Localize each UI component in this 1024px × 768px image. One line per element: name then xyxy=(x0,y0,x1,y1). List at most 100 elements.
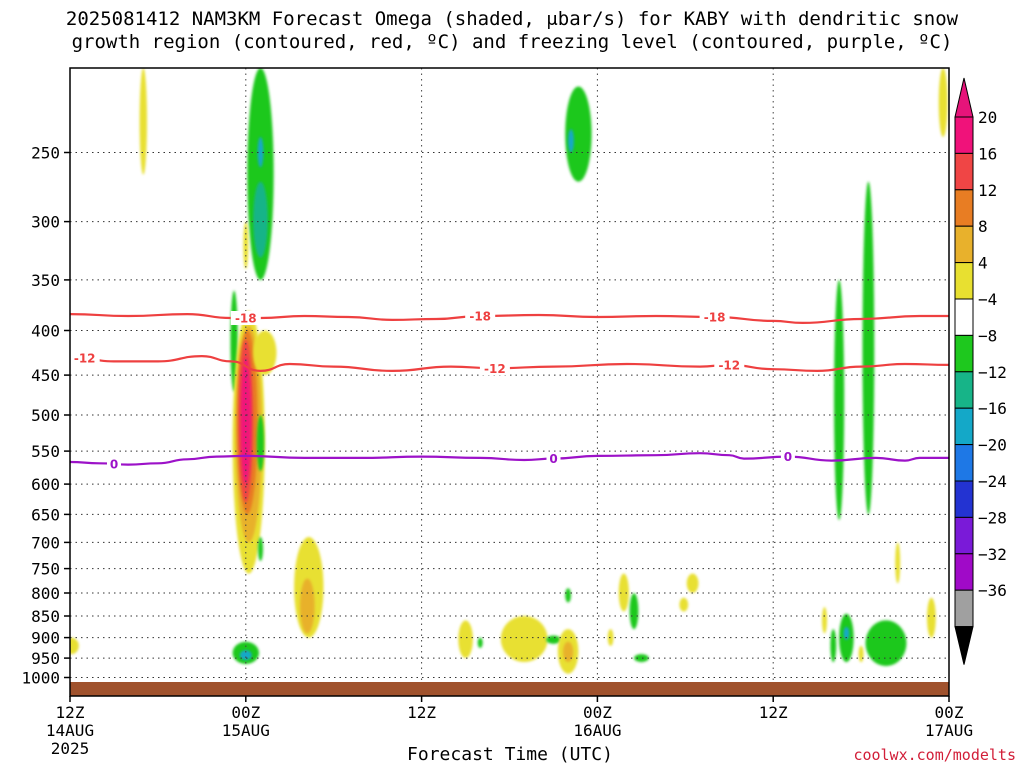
x-axis-label: Forecast Time (UTC) xyxy=(407,744,613,765)
omega-cell-32 xyxy=(634,654,649,663)
omega-cell-36 xyxy=(862,181,875,515)
isotherm-label--18: -18 xyxy=(235,312,257,326)
omega-cell-6 xyxy=(938,68,948,137)
isotherm-label-bg xyxy=(479,361,510,376)
isotherm-label-bg xyxy=(107,457,121,471)
omega-colorbar: 20 16 12 8 4 −4 −8 −12 −16 −20 −24 −28 −32 −36 xyxy=(954,77,1007,665)
omega-cell-18 xyxy=(239,650,252,661)
isotherm-label--12: -12 xyxy=(74,351,96,365)
omega-cell-3 xyxy=(257,137,264,168)
colorbar-label: 16 xyxy=(978,144,997,163)
y-tick-label-900: 900 xyxy=(31,629,60,648)
colorbar-swatch-12 xyxy=(954,553,974,591)
omega-cell-4 xyxy=(565,86,592,182)
colorbar-swatch-2 xyxy=(954,189,974,227)
isotherm-label-bg xyxy=(780,449,795,464)
isotherm-contours: -18 -18 -18 -12 -12 -12 0 0 0 xyxy=(70,309,949,472)
colorbar-swatch-0 xyxy=(954,116,974,154)
omega-cell-44 xyxy=(927,597,936,638)
omega-cell-34 xyxy=(686,573,699,593)
isotherm-label-bg xyxy=(230,311,261,325)
y-tick-label-950: 950 xyxy=(31,649,60,668)
x-tick-date-12: 15AUG xyxy=(222,721,270,740)
isotherm-label--18: -18 xyxy=(704,311,726,325)
isotherm-label-bg xyxy=(714,357,745,372)
omega-cell-14 xyxy=(256,415,265,472)
y-tick-label-800: 800 xyxy=(31,584,60,603)
chart-title-line1: 2025081412 NAM3KM Forecast Omega (shaded… xyxy=(65,8,959,30)
omega-cell-30 xyxy=(618,573,629,612)
omega-cell-20 xyxy=(300,578,315,634)
y-tick-label-350: 350 xyxy=(31,271,60,290)
colorbar-label: −24 xyxy=(978,472,1007,491)
isotherm-label--12: -12 xyxy=(718,358,740,372)
x-tick-year-0: 2025 xyxy=(51,739,90,758)
omega-cell-37 xyxy=(822,607,827,634)
isotherm-label-bg xyxy=(465,309,496,323)
omega-cell-22 xyxy=(458,620,473,658)
x-tick-date-36: 16AUG xyxy=(573,721,621,740)
colorbar-swatch-9 xyxy=(954,444,974,482)
terrain-fill xyxy=(70,682,949,696)
colorbar-swatch-6 xyxy=(954,334,974,373)
y-tick-label-650: 650 xyxy=(31,505,60,524)
omega-cell-25 xyxy=(546,635,561,644)
omega-cell-28 xyxy=(565,588,571,603)
omega-cell-33 xyxy=(679,597,689,612)
x-tick-label-36: 00Z xyxy=(583,703,612,722)
isotherm-0 xyxy=(70,452,949,466)
isotherm-label-0: 0 xyxy=(549,452,557,466)
x-tick-date-0: 14AUG xyxy=(46,721,94,740)
colorbar-label: −12 xyxy=(978,363,1007,382)
omega-cell-42 xyxy=(865,620,907,666)
colorbar-swatch-7 xyxy=(954,371,974,409)
y-tick-label-600: 600 xyxy=(31,475,60,494)
y-tick-label-1000: 1000 xyxy=(21,669,60,688)
omega-cell-38 xyxy=(830,629,837,663)
colorbar-label: −28 xyxy=(978,508,1007,527)
omega-cell-41 xyxy=(858,645,864,663)
colorbar-label: −20 xyxy=(978,436,1007,455)
omega-cell-16 xyxy=(258,537,263,561)
isotherm-label--12: -12 xyxy=(484,362,506,376)
omega-cell-21 xyxy=(70,637,79,655)
y-tick-label-250: 250 xyxy=(31,144,60,163)
omega-cell-15 xyxy=(253,330,277,376)
colorbar-swatch-13 xyxy=(954,589,974,628)
colorbar-label: 8 xyxy=(978,217,988,236)
colorbar-swatch-3 xyxy=(954,225,974,264)
x-tick-label-24: 12Z xyxy=(407,703,436,722)
omega-cell-43 xyxy=(895,542,901,584)
x-tick-label-48: 12Z xyxy=(759,703,788,722)
isotherm-label--18: -18 xyxy=(469,310,491,324)
colorbar-top-arrow xyxy=(954,77,974,118)
isotherm--12 xyxy=(70,354,949,373)
x-tick-label-0: 12Z xyxy=(56,703,85,722)
colorbar-label: 12 xyxy=(978,181,997,200)
colorbar-swatch-10 xyxy=(954,480,974,518)
colorbar-label: 20 xyxy=(978,108,997,127)
omega-cell-23 xyxy=(477,637,483,648)
y-axis-pressure-ticks: 250 300 350 400 450 500 550 600 650 700 750 800 850 9… xyxy=(21,144,70,688)
y-tick-label-550: 550 xyxy=(31,442,60,461)
x-tick-date-60: 17AUG xyxy=(925,721,973,740)
isotherm-label-0: 0 xyxy=(110,458,118,472)
omega-cell-31 xyxy=(629,593,639,630)
gridlines xyxy=(70,68,949,696)
isotherm--18 xyxy=(70,312,949,325)
colorbar-swatch-5 xyxy=(954,298,974,336)
terrain xyxy=(70,682,949,696)
plot-frame xyxy=(69,67,950,697)
isotherm-label-bg xyxy=(70,350,100,365)
omega-cell-5 xyxy=(568,129,574,153)
y-tick-label-500: 500 xyxy=(31,406,60,425)
colorbar-label: −16 xyxy=(978,399,1007,418)
colorbar-bottom-arrow xyxy=(954,626,974,665)
colorbar-label: −36 xyxy=(978,581,1007,600)
omega-cell-40 xyxy=(843,626,850,640)
y-tick-label-300: 300 xyxy=(31,213,60,232)
omega-cell-29 xyxy=(607,629,614,646)
isotherm-label-0: 0 xyxy=(784,450,792,464)
